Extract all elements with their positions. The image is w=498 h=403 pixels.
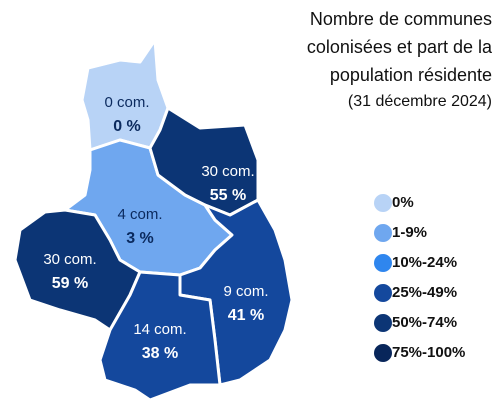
legend-swatch <box>374 254 392 272</box>
legend-label: 25%-49% <box>392 284 457 301</box>
region-share: 0 % <box>113 118 141 135</box>
region-share: 41 % <box>228 307 264 324</box>
legend-swatch <box>374 194 392 212</box>
legend-label: 10%-24% <box>392 254 457 271</box>
region-share: 55 % <box>210 187 246 204</box>
title-line: population résidente <box>330 65 492 85</box>
region-communes: 4 com. <box>117 206 162 223</box>
legend-label: 75%-100% <box>392 344 465 361</box>
region-communes: 30 com. <box>43 251 96 268</box>
legend-label: 50%-74% <box>392 314 457 331</box>
region-share: 59 % <box>52 275 88 292</box>
legend-label: 1-9% <box>392 224 427 241</box>
legend-swatch <box>374 224 392 242</box>
region-share: 3 % <box>126 230 154 247</box>
region-communes: 9 com. <box>223 283 268 300</box>
legend-swatch <box>374 284 392 302</box>
regions: 0 com. 0 % 4 com. 3 % 30 com. 55 % 30 com. 59 %… <box>13 38 294 402</box>
legend-label: 0% <box>392 194 414 211</box>
legend: 0% 1-9% 10%-24% 25%-49% 50%-74% 75%-100% <box>374 194 465 362</box>
legend-swatch <box>374 314 392 332</box>
region-share: 38 % <box>142 345 178 362</box>
title-line: (31 décembre 2024) <box>348 93 492 110</box>
region <box>13 208 142 332</box>
legend-swatch <box>374 344 392 362</box>
title-line: Nombre de communes <box>310 9 492 29</box>
region <box>98 270 222 402</box>
region-communes: 0 com. <box>104 94 149 111</box>
region-communes: 30 com. <box>201 163 254 180</box>
region-communes: 14 com. <box>133 321 186 338</box>
title-line: colonisées et part de la <box>307 37 493 57</box>
title: Nombre de communes colonisées et part de… <box>307 9 493 110</box>
